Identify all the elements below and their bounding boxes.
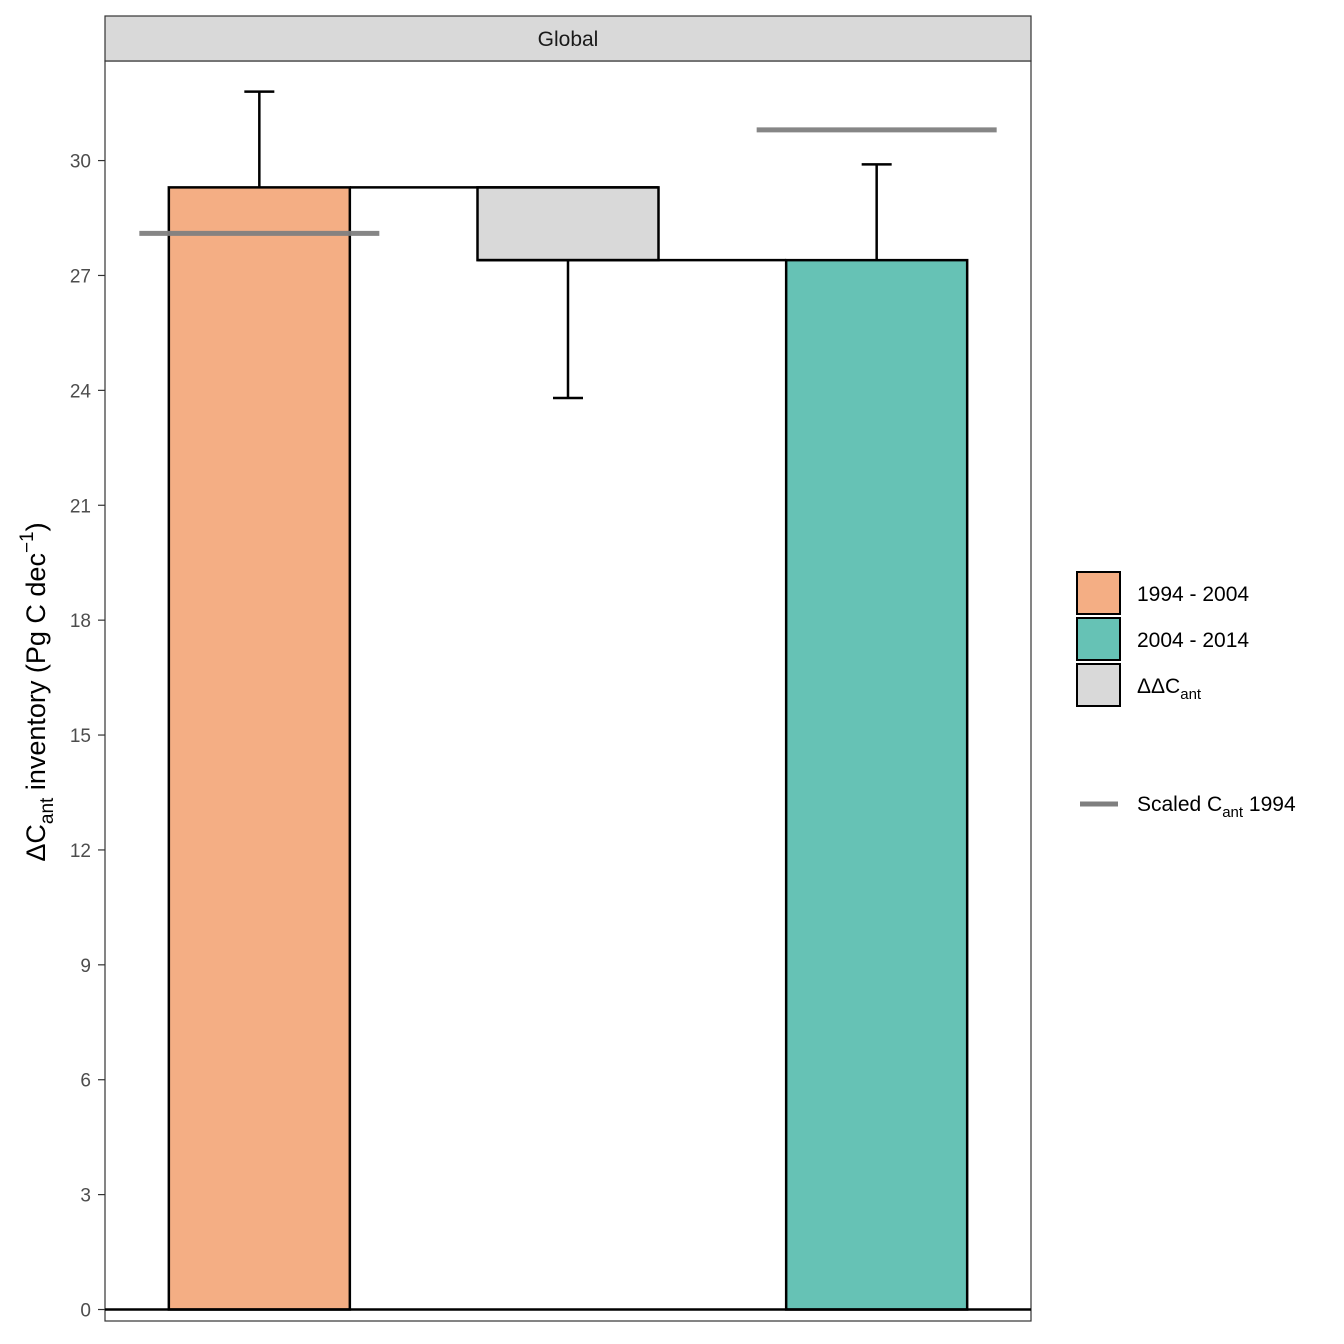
y-tick-label: 0 <box>80 1301 91 1322</box>
legend-label-period-1: 1994 - 2004 <box>1137 583 1249 606</box>
y-tick-label: 21 <box>70 496 91 517</box>
y-tick-label: 6 <box>80 1071 91 1092</box>
y-tick-label: 27 <box>70 266 91 287</box>
legend: 1994 - 2004 2004 - 2014 ΔΔCant Scaled Ca… <box>1076 571 1296 821</box>
y-tick-label: 24 <box>70 381 92 402</box>
bars <box>167 186 969 1311</box>
bar-difference <box>476 186 660 262</box>
y-tick-label: 3 <box>80 1186 91 1207</box>
facet-strip <box>104 15 1032 62</box>
legend-label-period-2: 2004 - 2014 <box>1137 629 1249 652</box>
y-tick-label: 9 <box>80 956 91 977</box>
facet-label: Global <box>538 28 599 51</box>
legend-label-scaled-cant: Scaled Cant 1994 <box>1137 793 1296 821</box>
legend-key-period-2 <box>1076 617 1121 661</box>
scaled-cant-lines <box>139 127 997 236</box>
error-bars <box>244 90 892 400</box>
legend-key-period-1 <box>1076 571 1121 615</box>
bar-period_1 <box>167 186 352 1311</box>
y-tick-label: 30 <box>70 152 91 173</box>
legend-key-difference <box>1076 663 1121 707</box>
y-tick-label: 18 <box>70 611 91 632</box>
y-tick-label: 15 <box>70 726 91 747</box>
y-tick-label: 12 <box>70 841 91 862</box>
y-axis-ticks: 0 3 6 9 12 15 18 21 24 27 30 <box>70 152 105 1322</box>
legend-label-difference: ΔΔCant <box>1137 675 1202 703</box>
y-axis-title: ΔCant inventory (Pg C dec−1) <box>17 522 58 861</box>
bar-period_2 <box>784 258 969 1311</box>
waterfall-connectors <box>349 186 787 262</box>
